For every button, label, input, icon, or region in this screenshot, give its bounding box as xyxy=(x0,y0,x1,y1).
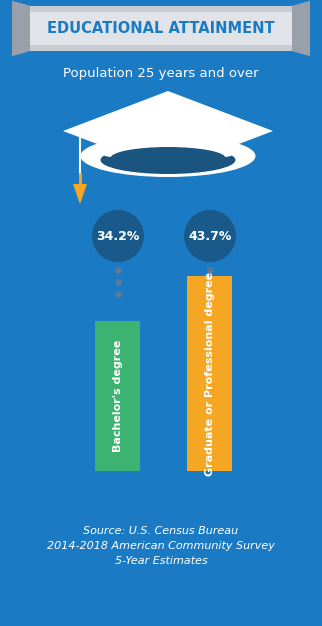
Text: Source: U.S. Census Bureau
2014-2018 American Community Survey
5-Year Estimates: Source: U.S. Census Bureau 2014-2018 Ame… xyxy=(47,526,275,566)
Text: 34.2%: 34.2% xyxy=(96,230,140,242)
Polygon shape xyxy=(12,1,30,56)
Polygon shape xyxy=(73,184,87,204)
FancyBboxPatch shape xyxy=(30,6,292,51)
Ellipse shape xyxy=(98,143,238,161)
Ellipse shape xyxy=(80,135,255,177)
Text: EDUCATIONAL ATTAINMENT: EDUCATIONAL ATTAINMENT xyxy=(47,21,275,36)
Text: Population 25 years and over: Population 25 years and over xyxy=(63,68,259,81)
Polygon shape xyxy=(63,91,273,171)
Polygon shape xyxy=(292,1,310,56)
Polygon shape xyxy=(12,1,30,56)
Ellipse shape xyxy=(110,147,225,169)
Text: Bachelor's degree: Bachelor's degree xyxy=(113,340,123,452)
Polygon shape xyxy=(292,1,310,56)
Text: 43.7%: 43.7% xyxy=(188,230,232,242)
Ellipse shape xyxy=(100,146,235,174)
Text: Graduate or Professional degree: Graduate or Professional degree xyxy=(205,272,215,476)
Circle shape xyxy=(92,210,144,262)
FancyBboxPatch shape xyxy=(187,276,232,471)
Circle shape xyxy=(184,210,236,262)
FancyBboxPatch shape xyxy=(30,6,292,12)
FancyBboxPatch shape xyxy=(96,321,140,471)
FancyBboxPatch shape xyxy=(30,45,292,51)
